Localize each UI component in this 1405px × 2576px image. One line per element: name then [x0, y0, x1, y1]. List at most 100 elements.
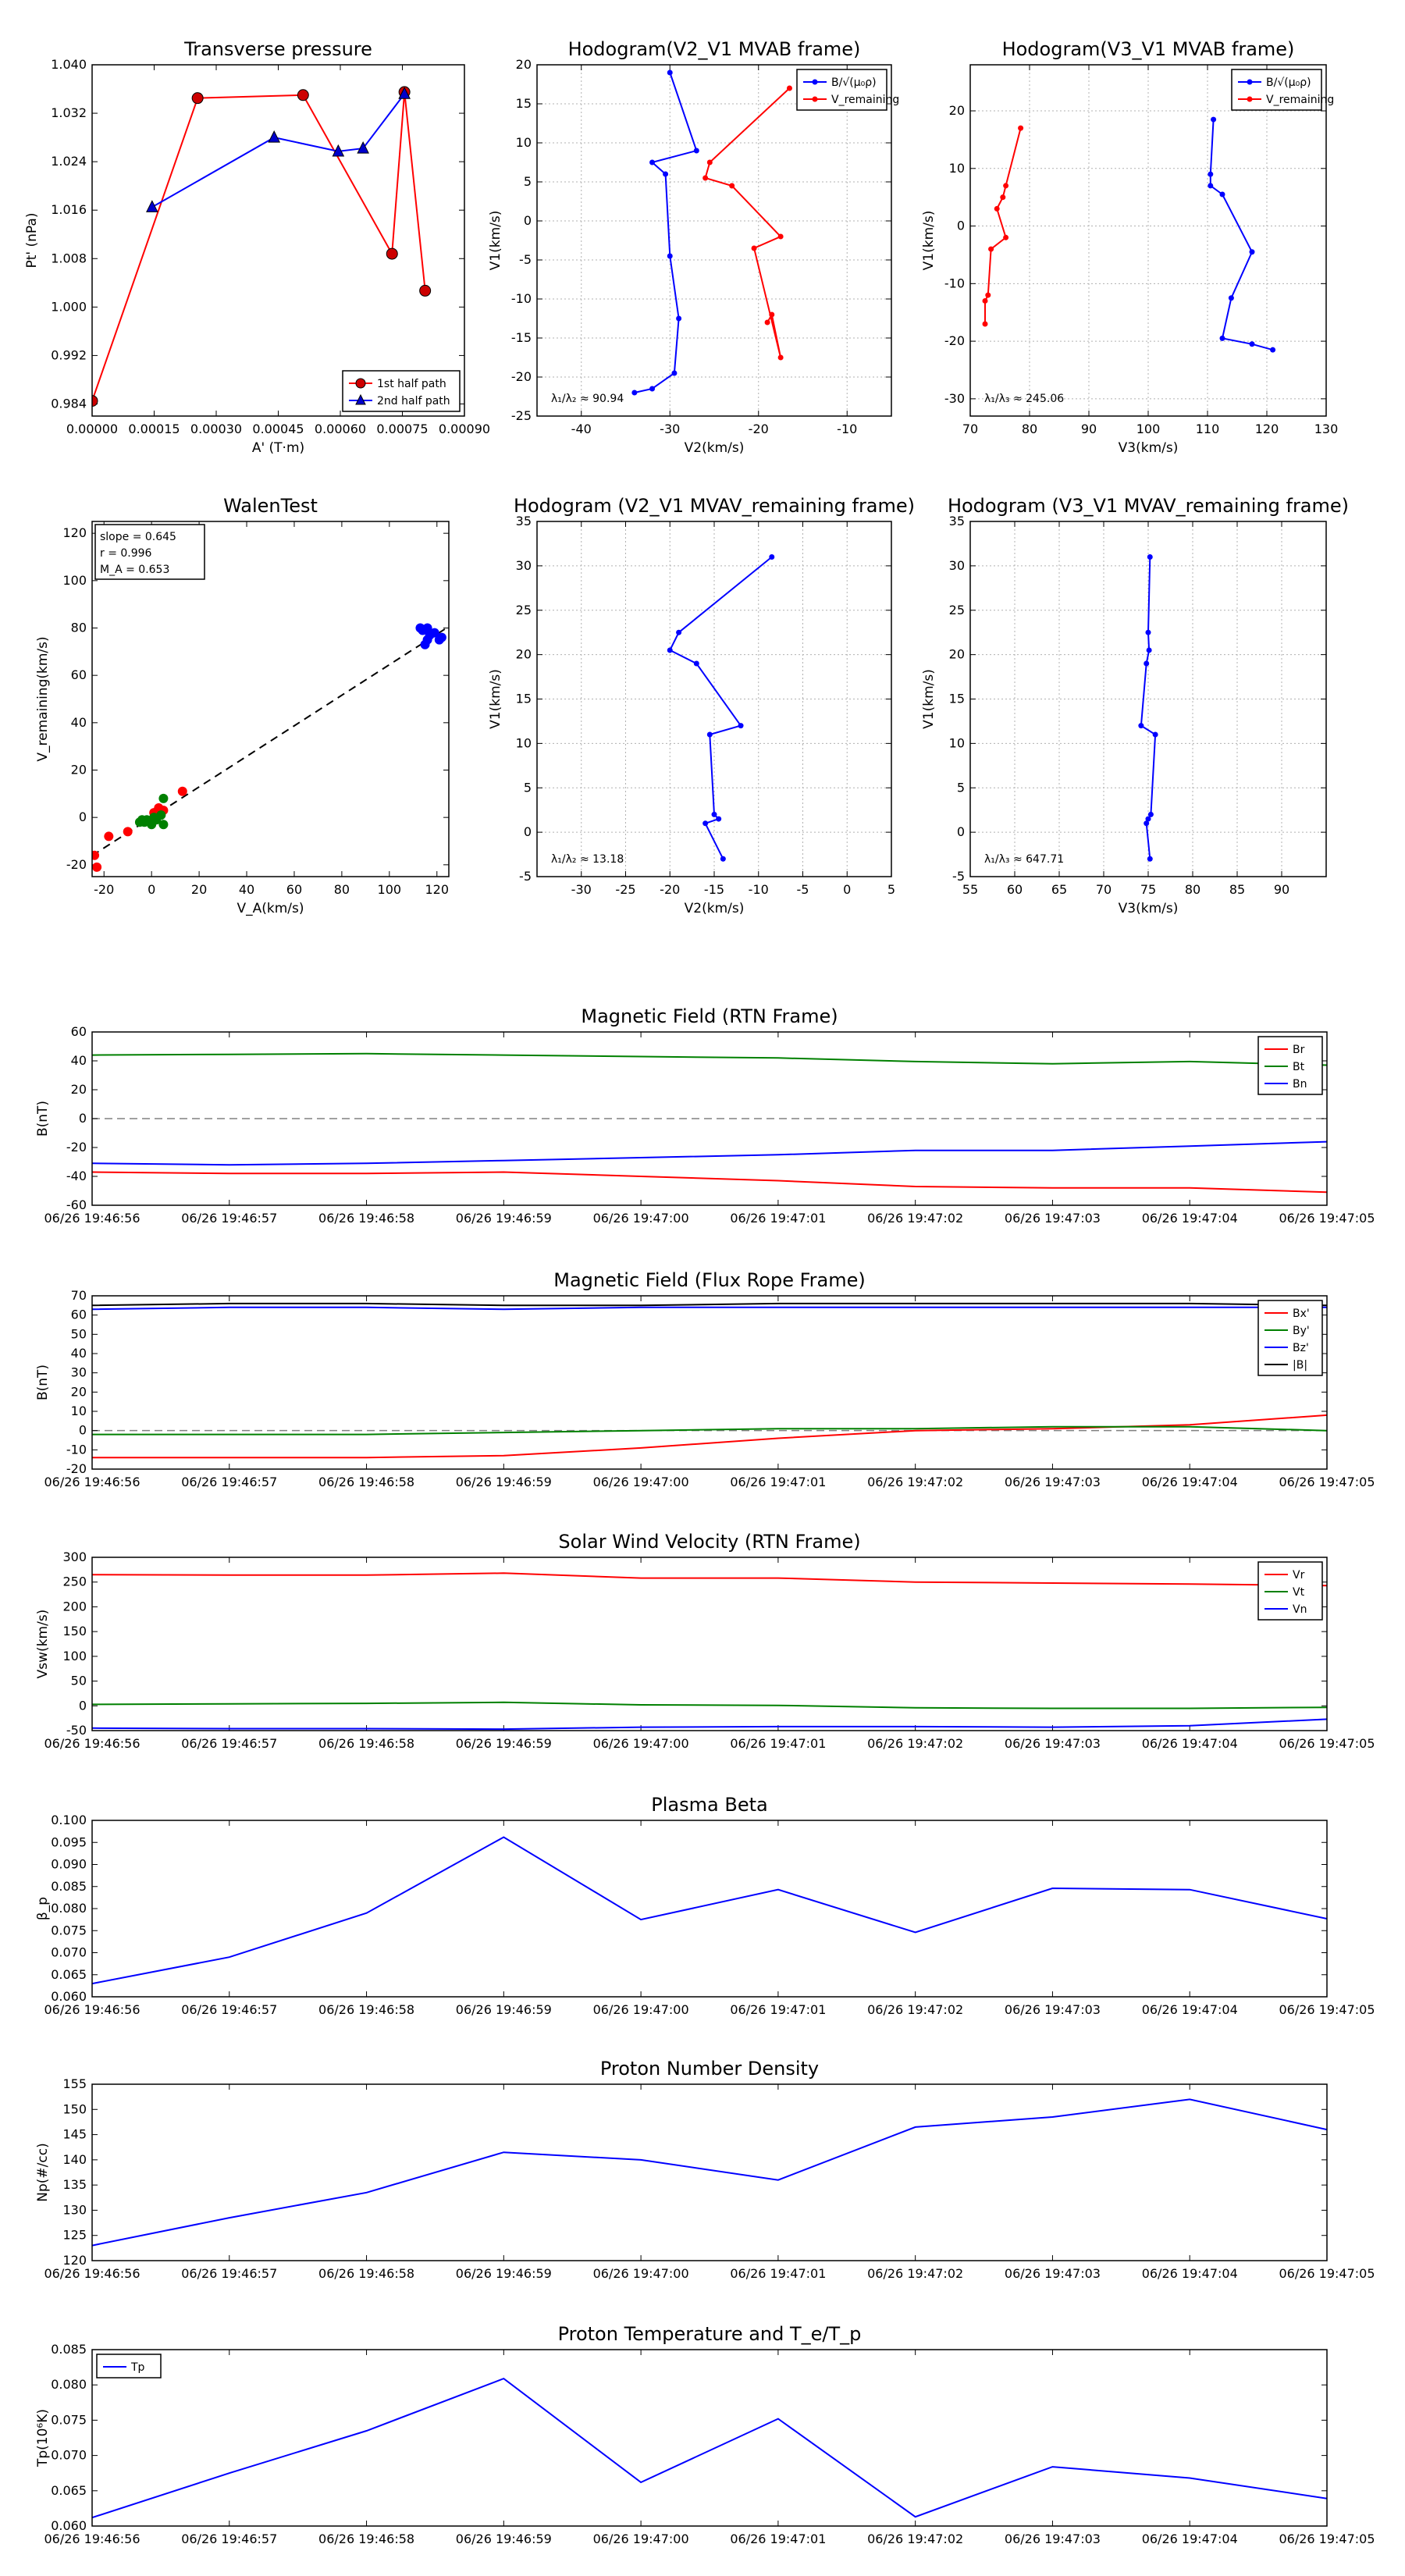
data-point	[663, 171, 669, 177]
data-point	[720, 856, 726, 862]
chart-mag_rtn: Magnetic Field (RTN Frame) 06/26 19:46:56…	[35, 1005, 1375, 1226]
series-line-Vt	[92, 1701, 1327, 1710]
legend-marker	[1247, 96, 1253, 102]
data-point	[764, 319, 770, 326]
chart-title: Magnetic Field (RTN Frame)	[581, 1005, 838, 1027]
legend: 1st half path 2nd half path	[342, 370, 461, 412]
data-point	[769, 554, 775, 560]
x-tick-label: 06/26 19:46:58	[318, 1736, 414, 1751]
x-tick-label: 06/26 19:47:03	[1005, 2002, 1101, 2017]
data-point	[92, 850, 100, 860]
series-line-B/√(μ₀ρ)	[1209, 119, 1273, 351]
series-line-Bx'	[92, 1414, 1327, 1459]
series-line-V_remaining	[704, 87, 791, 358]
legend-marker	[812, 79, 818, 85]
series-line-beta	[92, 1836, 1327, 1985]
chart-hodogram_v3_mvav: Hodogram (V3_V1 MVAV_remaining frame) 55 6…	[921, 495, 1349, 916]
y-tick-label: 0.992	[51, 347, 87, 362]
y-tick-label: -20	[511, 369, 532, 384]
x-tick-label: 06/26 19:46:56	[44, 1736, 140, 1751]
x-axis-label: V2(km/s)	[685, 901, 745, 916]
y-axis-label: B(nT)	[35, 1364, 51, 1400]
y-tick-label: 10	[71, 1404, 87, 1418]
x-tick-label: 06/26 19:47:03	[1005, 1211, 1101, 1226]
y-tick-label: -20	[66, 1140, 87, 1155]
x-axis-label: V3(km/s)	[1119, 901, 1179, 916]
y-tick-label: 0.065	[51, 1967, 87, 1982]
plot-frame	[91, 521, 450, 877]
data-point	[268, 130, 281, 143]
x-tick-label: 06/26 19:47:03	[1005, 2532, 1101, 2546]
plot-area	[92, 86, 432, 407]
x-tick-label: -10	[837, 422, 857, 436]
y-tick-label: -5	[519, 869, 532, 884]
y-tick-label: 1.024	[51, 154, 87, 169]
y-tick-label: 10	[516, 735, 532, 750]
y-tick-label: 1.032	[51, 105, 87, 120]
y-tick-label: 140	[62, 2152, 87, 2167]
y-tick-label: 250	[62, 1574, 87, 1589]
y-tick-label: 20	[516, 57, 532, 72]
data-point	[982, 321, 988, 327]
chart-proton_temperature: Proton Temperature and T_e/T_p 06/26 19:4…	[35, 2323, 1375, 2546]
y-tick-label: 10	[516, 135, 532, 150]
x-tick-label: 0.00015	[128, 422, 180, 436]
y-tick-label: -20	[66, 1461, 87, 1476]
y-tick-label: 15	[516, 692, 532, 706]
x-tick-label: 06/26 19:47:04	[1142, 1736, 1238, 1751]
legend-label: Vt	[1293, 1586, 1305, 1599]
data-point	[156, 810, 166, 820]
legend-label: Tp	[130, 2361, 145, 2374]
y-tick-label: 130	[62, 2202, 87, 2217]
series-line-By'	[92, 1425, 1327, 1436]
chart-mag_fluxrope: Magnetic Field (Flux Rope Frame) 06/26 19…	[35, 1269, 1375, 1489]
y-tick-label: 0	[524, 824, 532, 839]
x-tick-label: 0.00045	[252, 422, 304, 436]
legend-marker	[1247, 79, 1253, 85]
data-point	[769, 311, 775, 318]
y-tick-label: 20	[71, 1082, 87, 1097]
y-axis-label: Np(#/cc)	[35, 2143, 51, 2201]
y-axis-label: V1(km/s)	[488, 211, 503, 271]
x-tick-label: 90	[1081, 422, 1097, 436]
legend-marker	[355, 378, 366, 389]
data-point	[419, 284, 432, 297]
x-tick-label: 0.00030	[190, 422, 242, 436]
data-point	[1144, 820, 1150, 827]
x-tick-label: 06/26 19:46:56	[44, 1475, 140, 1489]
x-tick-label: 06/26 19:47:03	[1005, 1736, 1101, 1751]
legend-label: V_remaining	[831, 94, 899, 106]
y-tick-label: -5	[519, 252, 532, 267]
data-point	[676, 629, 682, 635]
x-tick-label: -30	[571, 882, 592, 897]
x-tick-label: 60	[286, 882, 302, 897]
data-point	[693, 148, 699, 154]
data-point	[982, 297, 988, 304]
plot-area	[92, 1836, 1327, 1985]
x-tick-label: 06/26 19:47:01	[730, 2532, 826, 2546]
legend-label: Br	[1293, 1044, 1305, 1056]
x-tick-label: 0.00000	[66, 422, 118, 436]
y-tick-label: 0.080	[51, 2377, 87, 2392]
x-tick-label: 80	[1185, 882, 1200, 897]
data-point	[92, 395, 98, 407]
legend: Br Bt Bn	[1257, 1036, 1323, 1095]
data-point	[729, 183, 735, 189]
data-point	[146, 200, 158, 212]
y-tick-label: -50	[66, 1723, 87, 1738]
y-tick-label: -5	[952, 869, 965, 884]
plot-area	[92, 2377, 1327, 2519]
y-tick-label: 0	[957, 219, 965, 233]
data-point	[751, 245, 757, 251]
data-point	[716, 816, 722, 822]
plot-area	[92, 1302, 1327, 1459]
legend-box	[342, 370, 461, 412]
legend-marker	[812, 96, 818, 102]
y-tick-label: 0	[79, 809, 87, 824]
data-point	[738, 723, 744, 729]
legend-label: |B|	[1293, 1359, 1307, 1372]
annotation: λ₁/λ₃ ≈ 245.06	[984, 393, 1064, 405]
y-tick-label: 0.060	[51, 1989, 87, 2004]
legend-label: By'	[1293, 1325, 1310, 1337]
data-point	[191, 92, 204, 105]
